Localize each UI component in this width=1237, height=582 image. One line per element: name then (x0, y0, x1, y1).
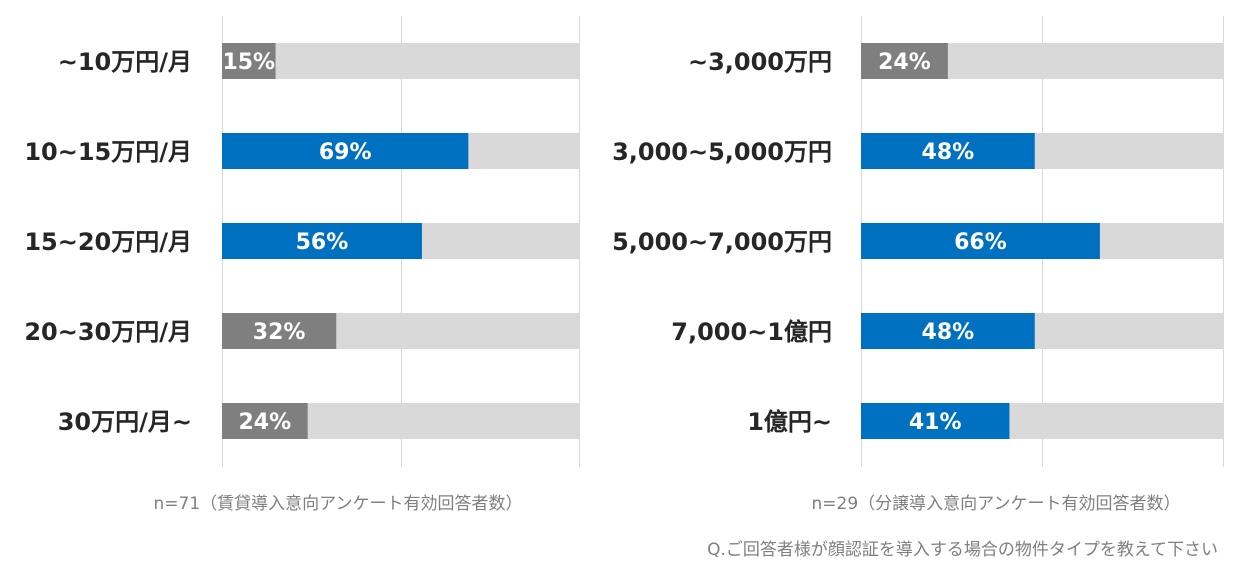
purchase-bar-label-0: 24% (878, 50, 931, 75)
survey-question: Q.ご回答者様が顔認証を導入する場合の物件タイプを教えて下さい (707, 540, 1218, 560)
purchase-category-label-3: 7,000~1億円 (671, 318, 832, 346)
rent-bar-label-4: 24% (239, 410, 292, 435)
note-rent-respondents: n=71（賃貸導入意向アンケート有効回答者数） (154, 494, 523, 514)
purchase-bar-2 (861, 223, 1100, 259)
rent-bar-0 (222, 43, 276, 79)
rent-category-label-0: ~10万円/月 (58, 48, 192, 76)
purchase-bar-1 (861, 133, 1035, 169)
rent-bar-label-2: 56% (296, 230, 349, 255)
purchase-category-label-2: 5,000~7,000万円 (612, 228, 832, 256)
purchase-bar-label-3: 48% (922, 320, 975, 345)
rent-bar-track-0 (222, 43, 579, 79)
purchase-category-label-1: 3,000~5,000万円 (612, 138, 832, 166)
rent-bar-4 (222, 403, 308, 439)
purchase-bar-3 (861, 313, 1035, 349)
rent-bar-1 (222, 133, 469, 169)
rent-bar-label-0: 15% (222, 50, 275, 75)
purchase-bar-label-1: 48% (922, 140, 975, 165)
purchase-bar-label-2: 66% (954, 230, 1007, 255)
chart-purchase-price: ~3,000万円 24% 3,000~5,000万円 48% 5,000~7,000万円… (612, 16, 1224, 467)
purchase-category-label-0: ~3,000万円 (688, 48, 832, 76)
rent-bar-3 (222, 313, 337, 349)
rent-bar-label-1: 69% (319, 140, 372, 165)
rent-category-label-4: 30万円/月~ (58, 408, 192, 436)
note-purchase-respondents: n=29（分譲導入意向アンケート有効回答者数） (812, 494, 1181, 514)
purchase-bar-label-4: 41% (909, 410, 962, 435)
rent-category-label-1: 10~15万円/月 (24, 138, 192, 166)
purchase-bar-4 (861, 403, 1010, 439)
rent-bar-2 (222, 223, 422, 259)
chart-rent-income: ~10万円/月 15% 10~15万円/月 69% 15~20万円/月 56% 20~30万… (24, 16, 580, 467)
rent-bar-label-3: 32% (253, 320, 306, 345)
purchase-bar-0 (861, 43, 948, 79)
rent-category-label-2: 15~20万円/月 (24, 228, 192, 256)
purchase-category-label-4: 1億円~ (747, 408, 832, 436)
rent-category-label-3: 20~30万円/月 (24, 318, 192, 346)
